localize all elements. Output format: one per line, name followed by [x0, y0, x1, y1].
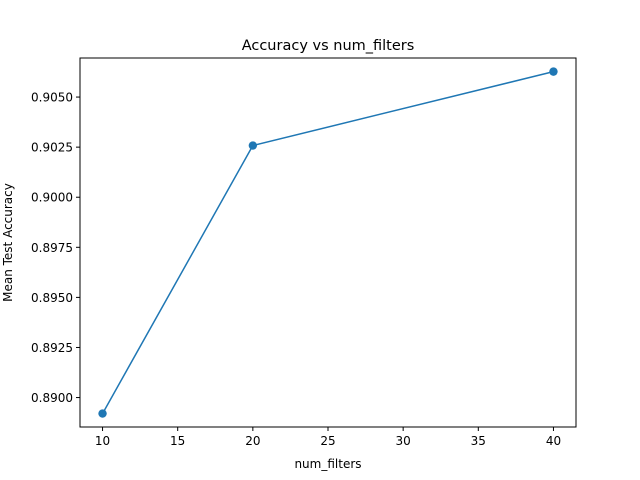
x-axis: 10 15 20 25 30 35 40	[95, 427, 561, 448]
y-tick-label: 0.8975	[31, 241, 73, 255]
x-tick-label: 30	[396, 434, 411, 448]
x-tick-label: 25	[320, 434, 335, 448]
y-tick-label: 0.9000	[31, 191, 73, 205]
y-tick-label: 0.9025	[31, 141, 73, 155]
x-tick-label: 40	[546, 434, 561, 448]
y-tick-label: 0.8925	[31, 341, 73, 355]
data-point	[98, 409, 107, 418]
x-tick-label: 20	[245, 434, 260, 448]
y-tick-label: 0.8950	[31, 291, 73, 305]
x-tick-label: 35	[471, 434, 486, 448]
data-point	[549, 67, 558, 76]
chart-title: Accuracy vs num_filters	[242, 38, 415, 54]
y-tick-label: 0.9050	[31, 91, 73, 105]
data-point	[248, 141, 258, 150]
y-tick-label: 0.8900	[31, 391, 73, 405]
x-axis-title: num_filters	[294, 457, 361, 471]
y-axis-title: Mean Test Accuracy	[1, 183, 15, 302]
y-axis: 0.8900 0.8925 0.8950 0.8975 0.9000 0.9025 0.90…	[31, 91, 80, 405]
plot-layer	[98, 67, 558, 418]
x-tick-label: 10	[95, 434, 110, 448]
x-tick-label: 15	[170, 434, 185, 448]
